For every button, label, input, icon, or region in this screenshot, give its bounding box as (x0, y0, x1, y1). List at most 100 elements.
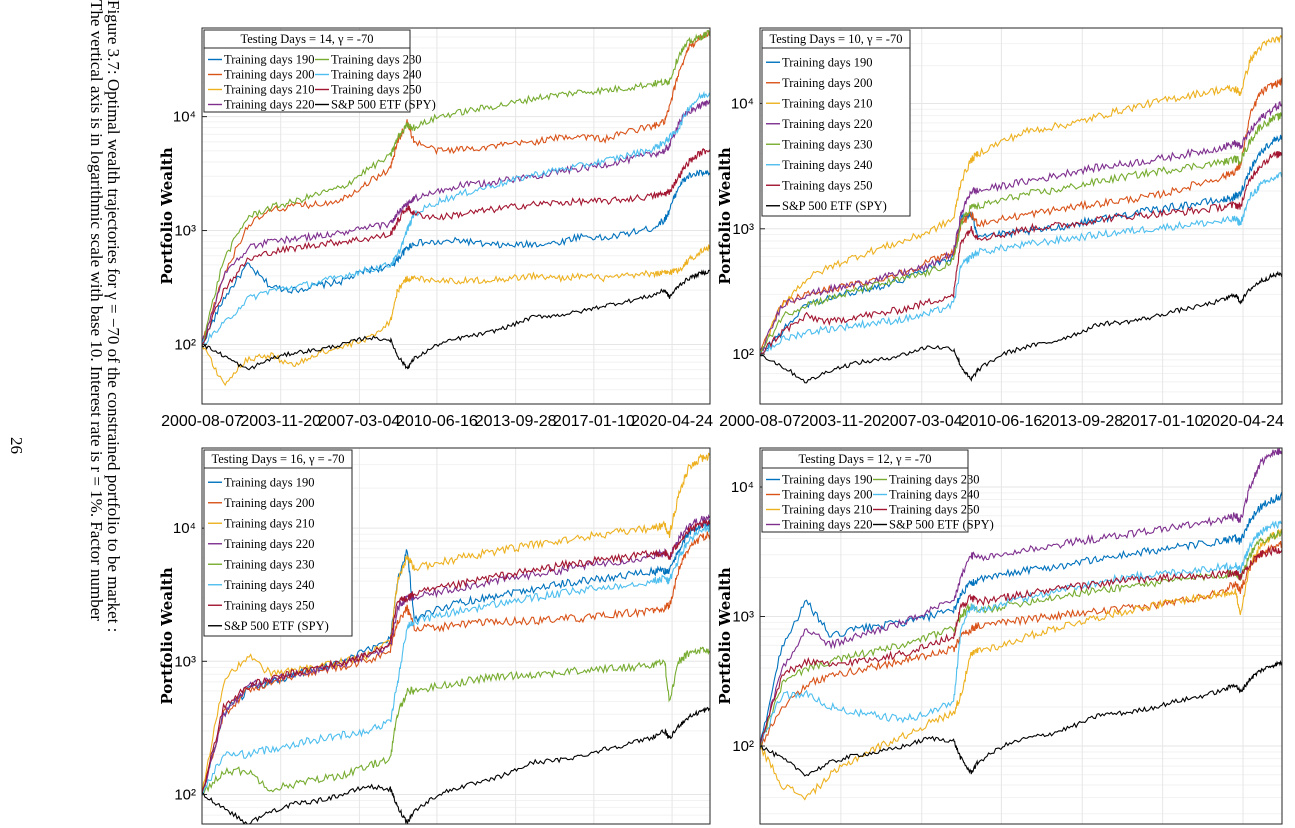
legend-label-s-p-500-etf-spy: S&P 500 ETF (SPY) (331, 98, 436, 112)
series-line-training-days-210 (759, 35, 1283, 357)
plot-frame (201, 27, 711, 405)
legend-title: Testing Days = 14, γ = -70 (241, 32, 374, 46)
figure-caption: Figure 3.7: Optimal wealth trajectories … (87, 0, 123, 633)
x-tick-label: 2000-08-07 (161, 413, 243, 430)
y-tick-label: 10⁴ (731, 95, 754, 112)
series-line-training-days-250 (759, 545, 1283, 746)
series-line-training-days-240 (759, 520, 1283, 745)
y-axis-label: Portfolio Wealth (158, 567, 176, 704)
legend-label-training-days-200: Training days 200 (782, 488, 873, 502)
legend-label-training-days-220: Training days 220 (224, 537, 315, 551)
legend-label-training-days-190: Training days 190 (224, 53, 315, 67)
legend-title: Testing Days = 12, γ = -70 (799, 452, 932, 466)
legend-title: Testing Days = 16, γ = -70 (212, 452, 345, 466)
legend-label-training-days-250: Training days 250 (224, 598, 315, 612)
x-tick-label: 2010-06-16 (396, 413, 478, 430)
legend-label-training-days-240: Training days 240 (224, 578, 315, 592)
legend-label-training-days-200: Training days 200 (782, 76, 873, 90)
y-axis-label: Portfolio Wealth (716, 147, 734, 284)
y-tick-label: 10³ (174, 653, 196, 670)
series-line-training-days-220 (759, 101, 1283, 352)
legend-label-training-days-250: Training days 250 (331, 83, 422, 97)
legend-label-s-p-500-etf-spy: S&P 500 ETF (SPY) (224, 619, 329, 633)
series-line-training-days-200 (201, 30, 711, 345)
chart-panel-bottom-left: 10² 10³ 10⁴ Portfolio Wealth Testing Days = … (150, 440, 720, 828)
y-tick-label: 10³ (732, 221, 754, 238)
series-line-training-days-210 (201, 244, 711, 387)
legend: Testing Days = 12, γ = -70 Training days … (761, 449, 994, 533)
series-line-training-days-210 (759, 528, 1283, 801)
y-tick-label: 10³ (174, 223, 196, 240)
y-tick-label: 10² (174, 336, 196, 353)
series-line-training-days-230 (201, 646, 711, 796)
legend-label-training-days-240: Training days 240 (889, 488, 980, 502)
legend-box (203, 449, 353, 637)
series-line-training-days-220 (201, 99, 711, 347)
legend-label-training-days-210: Training days 210 (224, 83, 315, 97)
legend-box (203, 29, 411, 113)
legend-label-training-days-230: Training days 230 (889, 473, 980, 487)
x-tick-label: 2017-01-10 (1122, 413, 1204, 430)
series-line-training-days-200 (759, 77, 1283, 354)
series-line-training-days-250 (759, 150, 1283, 357)
y-tick-label: 10² (732, 346, 754, 363)
legend-box (761, 449, 969, 533)
legend-label-training-days-230: Training days 230 (782, 137, 873, 151)
y-tick-label: 10⁴ (173, 520, 196, 537)
series-line-training-days-230 (759, 529, 1283, 750)
legend-label-training-days-220: Training days 220 (782, 117, 873, 131)
x-tick-label: 2013-09-28 (475, 413, 557, 430)
series-line-training-days-250 (201, 518, 711, 794)
series-line-s-p-500-etf-spy (201, 706, 711, 825)
series-line-s-p-500-etf-spy (759, 270, 1283, 384)
series-line-training-days-230 (759, 111, 1283, 355)
y-tick-label: 10² (732, 738, 754, 755)
legend-label-training-days-210: Training days 210 (224, 516, 315, 530)
y-axis-label: Portfolio Wealth (158, 147, 176, 284)
series-line-s-p-500-etf-spy (201, 269, 711, 371)
x-tick-label: 2013-09-28 (1041, 413, 1123, 430)
series-line-training-days-240 (201, 524, 711, 796)
legend-label-training-days-200: Training days 200 (224, 496, 315, 510)
legend-label-training-days-190: Training days 190 (224, 475, 315, 489)
legend-label-s-p-500-etf-spy: S&P 500 ETF (SPY) (782, 199, 887, 213)
caption-line-1: Figure 3.7: Optimal wealth trajectories … (104, 0, 123, 633)
series-line-training-days-200 (759, 540, 1283, 750)
x-tick-label: 2020-04-24 (1202, 413, 1284, 430)
x-tick-label: 2007-03-04 (881, 413, 963, 430)
chart-panel-top-right: 10² 10³ 10⁴ Portfolio Wealth 2000-08-07 2003-… (716, 20, 1292, 434)
plot-frame (759, 27, 1283, 405)
x-tick-label: 2007-03-04 (318, 413, 400, 430)
x-tick-label: 2000-08-07 (719, 413, 801, 430)
series-line-training-days-240 (201, 90, 711, 346)
legend: Testing Days = 10, γ = -70 Training days … (761, 29, 911, 217)
y-tick-label: 10⁴ (173, 109, 196, 126)
y-axis-label: Portfolio Wealth (716, 567, 734, 704)
legend: Testing Days = 16, γ = -70 Training days … (203, 449, 353, 637)
legend-label-training-days-210: Training days 210 (782, 503, 873, 517)
legend-label-training-days-210: Training days 210 (782, 96, 873, 110)
series-line-s-p-500-etf-spy (759, 659, 1283, 777)
chart-testing-days-12: 10² 10³ 10⁴ Portfolio Wealth Testing Days = … (716, 447, 1283, 825)
x-tick-label: 2020-04-24 (631, 413, 713, 430)
caption-line-2: The vertical axis is in logarithmic scal… (87, 0, 106, 621)
legend-label-training-days-250: Training days 250 (782, 178, 873, 192)
x-tick-label: 2003-11-20 (801, 413, 882, 430)
series-line-training-days-230 (201, 29, 711, 348)
legend-label-training-days-230: Training days 230 (331, 53, 422, 67)
chart-testing-days-14: 10² 10³ 10⁴ Portfolio Wealth 2000-08-072003-… (158, 27, 713, 430)
x-tick-label: 2017-01-10 (553, 413, 635, 430)
series-line-training-days-190 (201, 169, 711, 344)
legend-label-training-days-200: Training days 200 (224, 68, 315, 82)
x-tick-label: 2010-06-16 (960, 413, 1042, 430)
chart-panel-bottom-right: 10² 10³ 10⁴ Portfolio Wealth Testing Days = … (716, 440, 1292, 828)
y-tick-label: 10⁴ (731, 479, 754, 496)
x-tick-label: 2003-11-20 (240, 413, 321, 430)
legend-label-s-p-500-etf-spy: S&P 500 ETF (SPY) (889, 518, 994, 532)
legend-label-training-days-220: Training days 220 (782, 518, 873, 532)
series-line-training-days-210 (201, 452, 711, 798)
chart-testing-days-16: 10² 10³ 10⁴ Portfolio Wealth Testing Days = … (158, 447, 711, 825)
legend-box (761, 29, 911, 217)
legend-label-training-days-190: Training days 190 (782, 55, 873, 69)
chart-testing-days-10: 10² 10³ 10⁴ Portfolio Wealth 2000-08-07 2003-… (716, 27, 1284, 430)
